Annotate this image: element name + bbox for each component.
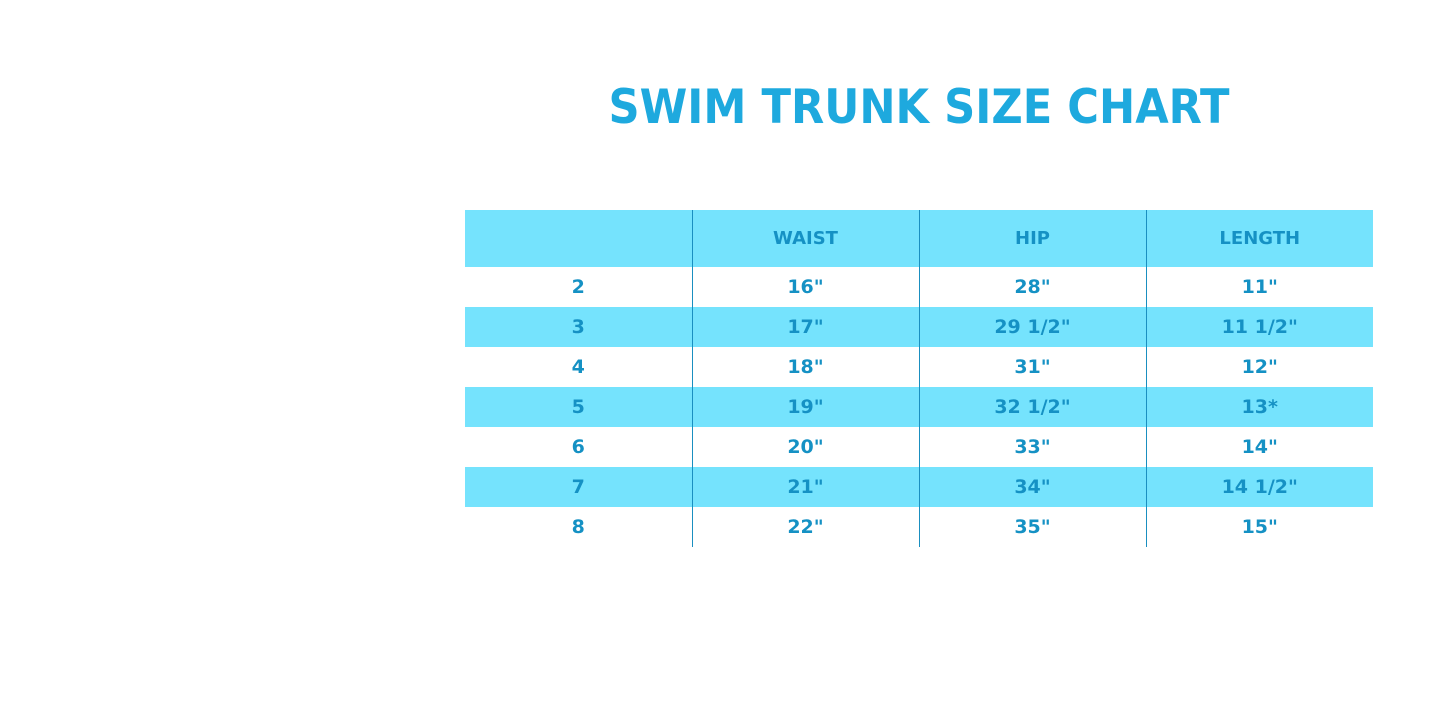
cell-waist: 22" <box>691 507 919 547</box>
cell-size: 8 <box>571 516 585 538</box>
cell-size: 7 <box>465 467 692 507</box>
cell-hip: 31" <box>918 347 1146 387</box>
cell-hip: 35" <box>918 507 1146 547</box>
cell-length: 12" <box>1145 347 1373 387</box>
cell-hip: 29 1/2" <box>918 307 1146 347</box>
header-row: WAIST HIP LENGTH <box>465 210 1373 267</box>
table-row: 2 16" 28" 11" <box>465 267 1373 307</box>
page-title: SWIM TRUNK SIZE CHART <box>608 80 1230 135</box>
cell-waist: 18" <box>691 347 919 387</box>
table-row: 5 19" 32 1/2" 13* <box>465 387 1373 427</box>
header-size <box>465 210 692 267</box>
cell-size: 5 <box>465 387 692 427</box>
cell-size: 3 <box>465 307 692 347</box>
cell-waist: 19" <box>691 387 919 427</box>
header-waist: WAIST <box>691 210 919 267</box>
cell-waist: 21" <box>691 467 919 507</box>
cell-waist: 16" <box>691 267 919 307</box>
cell-waist: 17" <box>691 307 919 347</box>
cell-length: 11 1/2" <box>1145 307 1373 347</box>
cell-size: 6 <box>571 436 585 458</box>
cell-length: 14 1/2" <box>1145 467 1373 507</box>
table-row: 6 20" 33" 14" <box>465 427 1373 467</box>
cell-hip: 34" <box>918 467 1146 507</box>
cell-length: 11" <box>1145 267 1373 307</box>
cell-hip: 28" <box>918 267 1146 307</box>
header-hip: HIP <box>918 210 1146 267</box>
cell-length: 14" <box>1145 427 1373 467</box>
header-length: LENGTH <box>1145 210 1373 267</box>
cell-size: 4 <box>571 356 585 378</box>
cell-size: 2 <box>571 276 585 298</box>
table-row: 3 17" 29 1/2" 11 1/2" <box>465 307 1373 347</box>
cell-length: 15" <box>1145 507 1373 547</box>
table-row: 4 18" 31" 12" <box>465 347 1373 387</box>
cell-hip: 32 1/2" <box>918 387 1146 427</box>
size-table: WAIST HIP LENGTH 2 16" 28" 11" 3 17" 29 1/2" 11… <box>465 210 1373 547</box>
cell-waist: 20" <box>691 427 919 467</box>
table-row: 8 22" 35" 15" <box>465 507 1373 547</box>
cell-hip: 33" <box>918 427 1146 467</box>
cell-length: 13* <box>1145 387 1373 427</box>
table-row: 7 21" 34" 14 1/2" <box>465 467 1373 507</box>
